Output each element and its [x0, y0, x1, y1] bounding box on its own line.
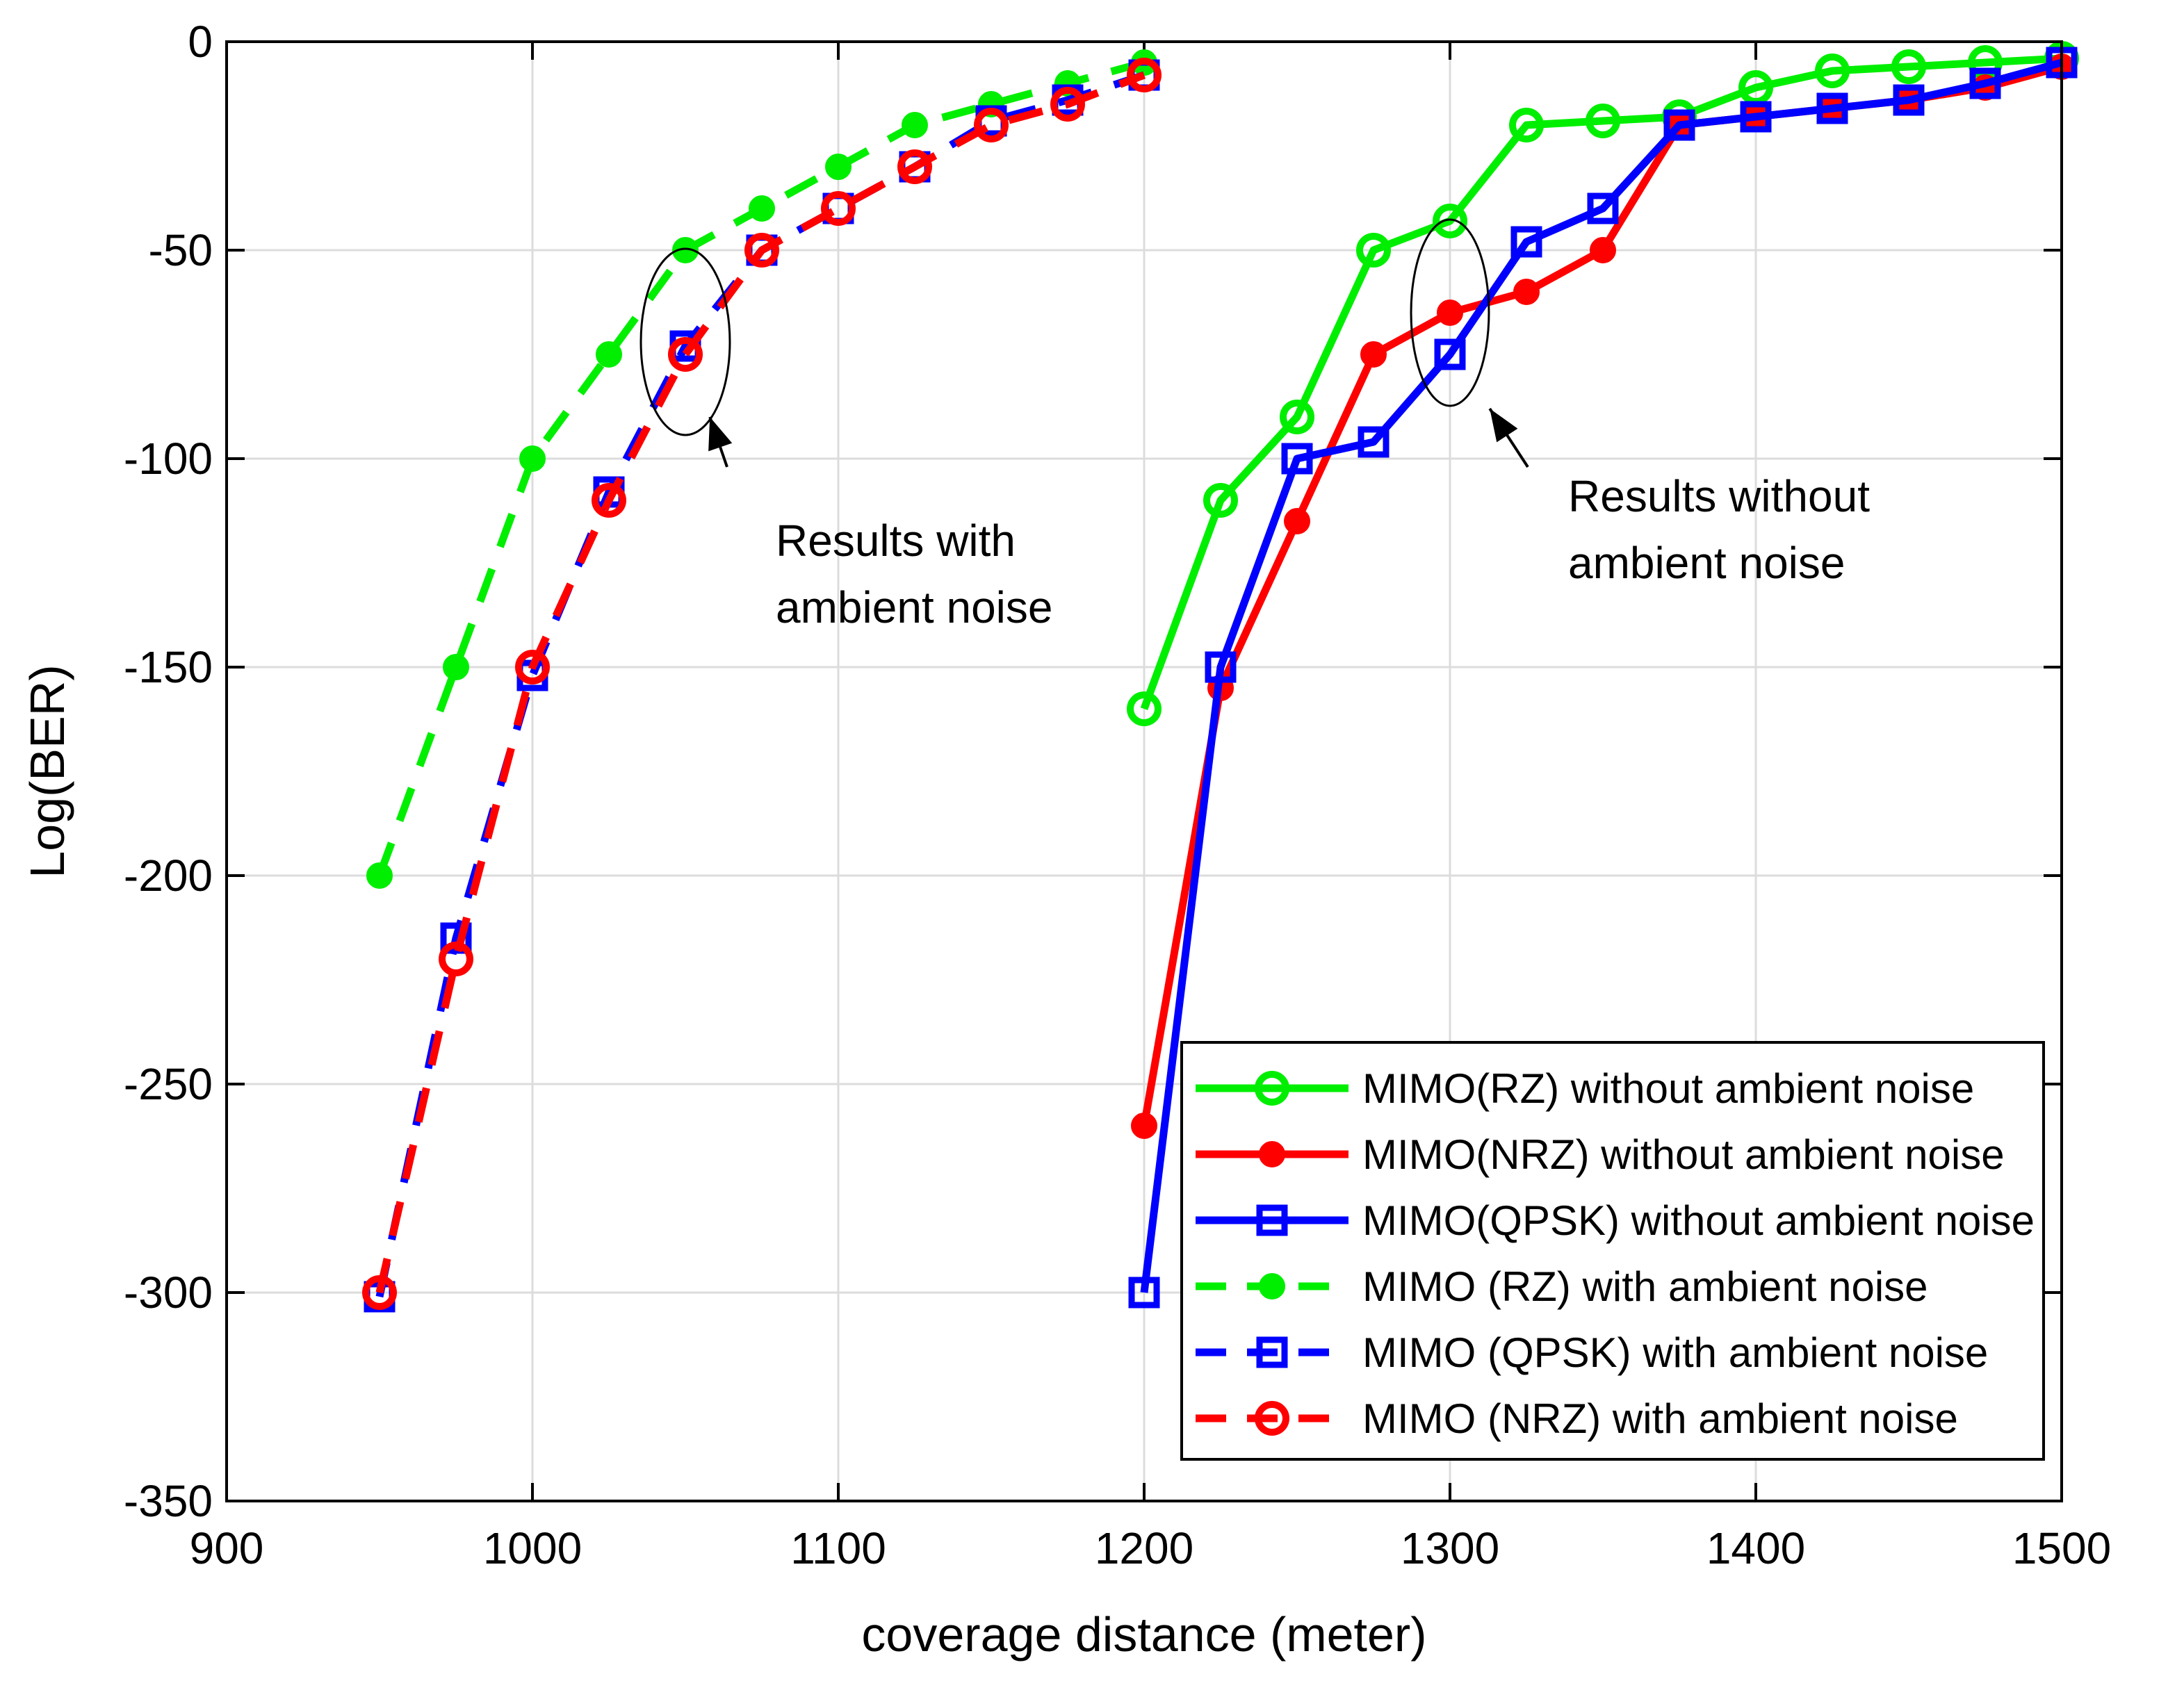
data-point	[1205, 651, 1237, 683]
y-tick-label: -350	[124, 1476, 213, 1526]
x-tick-label: 900	[190, 1523, 264, 1573]
data-point	[1969, 67, 2001, 99]
y-tick-label: -200	[124, 851, 213, 901]
data-point	[1590, 237, 1616, 263]
x-tick-label: 1100	[790, 1523, 886, 1573]
data-point	[1510, 226, 1542, 258]
data-point	[902, 112, 928, 138]
annotation-text: ambient noise	[776, 582, 1052, 632]
data-point	[1050, 87, 1085, 122]
annotation-ellipse	[639, 247, 731, 436]
annotation-ellipse	[1410, 218, 1490, 407]
legend-label: MIMO (NRZ) with ambient noise	[1362, 1395, 1958, 1442]
x-tick-label: 1000	[483, 1523, 582, 1573]
x-axis-label: coverage distance (meter)	[861, 1607, 1426, 1662]
data-point	[1131, 1113, 1157, 1139]
legend-marker	[1259, 1141, 1285, 1167]
annotation-text: Results without	[1568, 471, 1870, 521]
series-line	[375, 71, 1146, 1294]
data-point	[1358, 426, 1390, 458]
data-point	[1433, 204, 1467, 238]
annotation-arrowhead	[708, 417, 733, 452]
data-point	[362, 1275, 397, 1310]
data-point	[1360, 341, 1387, 368]
y-tick-label: -300	[124, 1268, 213, 1318]
series-6	[362, 58, 1162, 1310]
legend-label: MIMO(NRZ) without ambient noise	[1362, 1131, 2005, 1178]
legend-marker	[1255, 1401, 1289, 1436]
legend-label: MIMO (QPSK) with ambient noise	[1362, 1329, 1988, 1376]
annotation-arrowhead	[1490, 409, 1518, 443]
legend-box	[1180, 1041, 2045, 1461]
x-tick-label: 1500	[2012, 1523, 2111, 1573]
data-point	[749, 195, 775, 222]
x-tick-label: 1300	[1401, 1523, 1499, 1573]
legend-label: MIMO(QPSK) without ambient noise	[1362, 1197, 2035, 1244]
tick-labels: 900 1000 1100 1200 1300 1400 1500 0 -50 -100 -150 -…	[124, 17, 2111, 1573]
plot-area-frame	[225, 40, 2063, 1502]
data-point	[1891, 49, 1926, 84]
data-point	[668, 337, 703, 372]
data-point	[1127, 691, 1162, 726]
data-point	[1437, 300, 1463, 326]
data-point	[974, 108, 1009, 142]
data-point	[592, 483, 626, 518]
data-point	[1281, 443, 1313, 475]
data-point	[744, 233, 779, 268]
data-point	[443, 654, 469, 680]
data-point	[1434, 338, 1466, 370]
x-tick-label: 1400	[1706, 1523, 1805, 1573]
annotations: Results with ambient noise Results without…	[639, 218, 1870, 632]
data-point	[1663, 109, 1695, 141]
data-point	[1203, 483, 1238, 518]
data-point	[672, 237, 699, 263]
y-tick-label: -150	[124, 642, 213, 692]
y-tick-label: -50	[149, 225, 213, 275]
data-point	[515, 650, 550, 684]
x-tick-label: 1200	[1095, 1523, 1193, 1573]
data-point	[1356, 233, 1391, 268]
data-point	[1740, 101, 1772, 133]
legend-marker	[1259, 1273, 1285, 1299]
annotation-text: ambient noise	[1568, 538, 1845, 588]
y-axis-label: Log(BER)	[20, 664, 74, 878]
series-line	[1140, 54, 2062, 710]
data-point	[1893, 84, 1925, 116]
data-point	[1513, 279, 1540, 305]
y-tick-label: 0	[188, 17, 213, 67]
data-point	[1284, 508, 1310, 534]
data-point	[1586, 104, 1620, 138]
data-point	[1815, 54, 1850, 88]
data-point	[439, 942, 473, 976]
legend: MIMO(RZ) without ambient noise MIMO(NRZ) …	[1180, 1041, 2045, 1461]
data-point	[1816, 92, 1848, 124]
data-point	[825, 154, 851, 180]
data-point	[1509, 108, 1544, 142]
data-point	[1587, 192, 1619, 224]
y-tick-label: -100	[124, 434, 213, 484]
legend-marker	[1256, 1336, 1288, 1368]
data-point	[1280, 400, 1314, 434]
data-point	[897, 149, 932, 184]
data-point	[1127, 58, 1162, 92]
legend-label: MIMO (RZ) with ambient noise	[1362, 1263, 1928, 1310]
legend-marker	[1256, 1204, 1288, 1236]
data-point	[366, 862, 393, 889]
legend-label: MIMO(RZ) without ambient noise	[1362, 1065, 1974, 1112]
series-line	[1140, 58, 2063, 1293]
y-tick-label: -250	[124, 1059, 213, 1109]
data-point	[821, 191, 856, 226]
annotation-text: Results with	[776, 516, 1016, 566]
data-point	[596, 341, 622, 368]
data-point	[1128, 1277, 1160, 1309]
data-point	[519, 445, 546, 472]
legend-marker	[1255, 1071, 1289, 1106]
